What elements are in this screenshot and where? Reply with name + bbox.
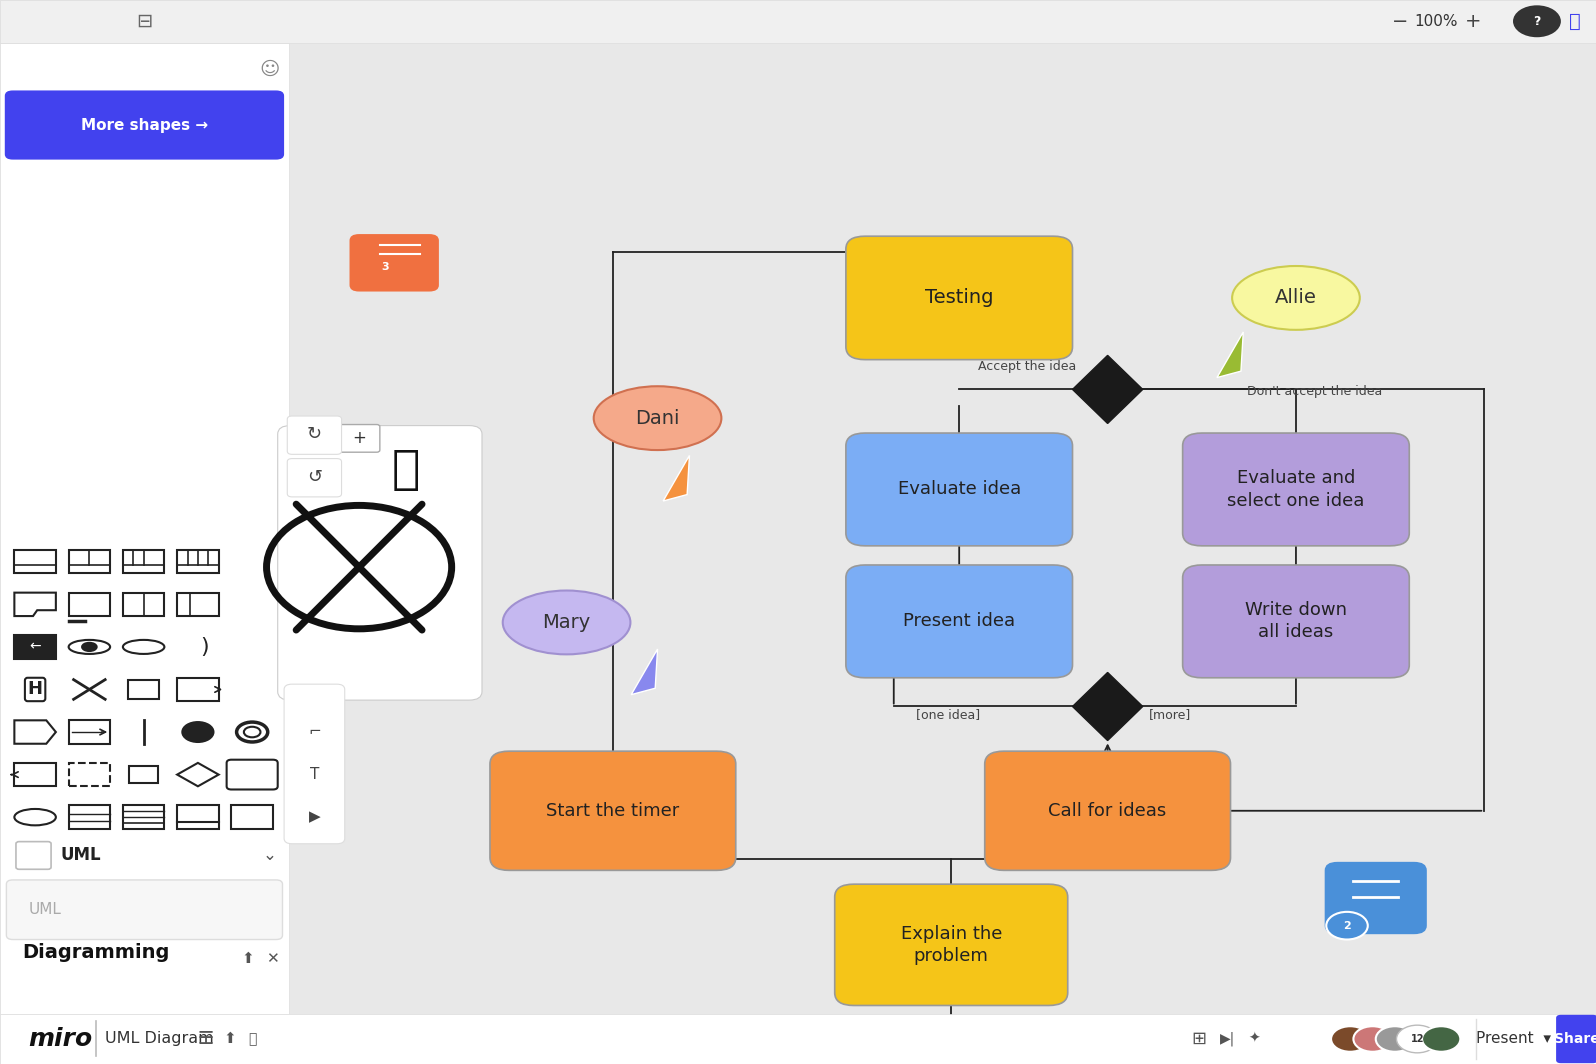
Polygon shape (630, 649, 658, 695)
Text: ⊟: ⊟ (136, 12, 153, 31)
FancyBboxPatch shape (1556, 1015, 1596, 1063)
FancyBboxPatch shape (278, 426, 482, 700)
Text: +: + (353, 430, 365, 447)
Ellipse shape (81, 643, 97, 651)
Text: ⬆: ⬆ (223, 1031, 236, 1047)
Text: ): ) (200, 637, 209, 656)
Circle shape (1376, 1026, 1414, 1051)
FancyBboxPatch shape (985, 751, 1231, 870)
Text: Present  ▾: Present ▾ (1476, 1031, 1550, 1047)
Polygon shape (662, 455, 689, 501)
Text: +: + (1465, 12, 1481, 31)
Ellipse shape (182, 722, 214, 742)
Text: T: T (310, 767, 319, 782)
Polygon shape (1073, 672, 1143, 741)
Circle shape (1353, 1026, 1392, 1051)
Text: Diagramming: Diagramming (22, 943, 169, 962)
Text: Call for ideas: Call for ideas (1049, 802, 1167, 819)
Text: Start the timer: Start the timer (546, 802, 680, 819)
FancyBboxPatch shape (287, 459, 342, 497)
Text: Dani: Dani (635, 409, 680, 428)
Text: 3: 3 (381, 262, 388, 272)
FancyBboxPatch shape (846, 236, 1073, 360)
Text: ▶: ▶ (308, 810, 321, 825)
FancyBboxPatch shape (16, 842, 51, 869)
Text: 🔍: 🔍 (247, 1032, 257, 1046)
FancyBboxPatch shape (490, 751, 736, 870)
Text: Testing: Testing (926, 288, 993, 307)
Polygon shape (14, 635, 56, 659)
FancyBboxPatch shape (1183, 433, 1409, 546)
Text: Evaluate and
select one idea: Evaluate and select one idea (1227, 469, 1365, 510)
FancyBboxPatch shape (835, 884, 1068, 1005)
Circle shape (1513, 5, 1561, 37)
Ellipse shape (1232, 266, 1360, 330)
Circle shape (1326, 912, 1368, 940)
Text: ✦: ✦ (1248, 1032, 1261, 1046)
Text: ▶|: ▶| (1219, 1032, 1235, 1046)
FancyBboxPatch shape (6, 880, 282, 940)
FancyBboxPatch shape (284, 684, 345, 844)
Text: [one idea]: [one idea] (916, 709, 980, 721)
Text: Explain the
problem: Explain the problem (900, 925, 1002, 965)
Text: miro: miro (29, 1027, 93, 1051)
Text: ⬆: ⬆ (241, 951, 254, 966)
Text: ✕: ✕ (267, 951, 279, 966)
Text: 100%: 100% (1414, 14, 1459, 29)
Circle shape (1396, 1026, 1438, 1053)
Polygon shape (1216, 332, 1243, 378)
Text: H: H (27, 681, 43, 698)
Text: Write down
all ideas: Write down all ideas (1245, 601, 1347, 642)
Text: ?: ? (1534, 15, 1540, 28)
Polygon shape (1073, 355, 1143, 423)
Text: 2: 2 (1344, 920, 1350, 931)
Text: ⊞: ⊞ (1191, 1030, 1207, 1048)
Text: ✋: ✋ (391, 448, 420, 493)
FancyBboxPatch shape (287, 416, 342, 454)
FancyBboxPatch shape (846, 565, 1073, 678)
Text: Allie: Allie (1275, 288, 1317, 307)
Text: More shapes →: More shapes → (81, 117, 207, 133)
Text: ⌐: ⌐ (308, 725, 321, 739)
Text: UML Diagram: UML Diagram (105, 1031, 214, 1047)
Text: Don't accept the idea: Don't accept the idea (1248, 385, 1382, 398)
Text: Share: Share (1555, 1032, 1596, 1046)
Text: ↺: ↺ (306, 468, 322, 485)
Text: UML: UML (29, 902, 62, 917)
FancyBboxPatch shape (14, 635, 56, 659)
Text: Mary: Mary (543, 613, 591, 632)
FancyBboxPatch shape (1325, 862, 1427, 934)
FancyBboxPatch shape (1183, 565, 1409, 678)
FancyBboxPatch shape (350, 234, 439, 292)
FancyBboxPatch shape (0, 43, 289, 1014)
FancyBboxPatch shape (0, 1014, 1596, 1064)
FancyBboxPatch shape (846, 433, 1073, 546)
Text: Evaluate idea: Evaluate idea (897, 481, 1021, 498)
Circle shape (1422, 1026, 1460, 1051)
FancyBboxPatch shape (0, 0, 1596, 43)
Text: Present idea: Present idea (903, 613, 1015, 630)
Text: 12: 12 (1411, 1034, 1424, 1044)
FancyBboxPatch shape (5, 90, 284, 160)
Ellipse shape (503, 591, 630, 654)
Ellipse shape (594, 386, 721, 450)
Text: ←: ← (29, 639, 41, 654)
Text: −: − (1392, 12, 1408, 31)
Text: [more]: [more] (1149, 709, 1191, 721)
Text: ⤢: ⤢ (1569, 12, 1582, 31)
Text: ☰: ☰ (198, 1030, 214, 1048)
Circle shape (1331, 1026, 1369, 1051)
Text: ☺: ☺ (260, 60, 279, 79)
Text: UML: UML (61, 847, 101, 864)
Text: Accept the idea: Accept the idea (978, 360, 1077, 372)
Text: ⌄: ⌄ (262, 847, 276, 864)
Text: ↻: ↻ (306, 426, 322, 443)
FancyBboxPatch shape (338, 425, 380, 452)
